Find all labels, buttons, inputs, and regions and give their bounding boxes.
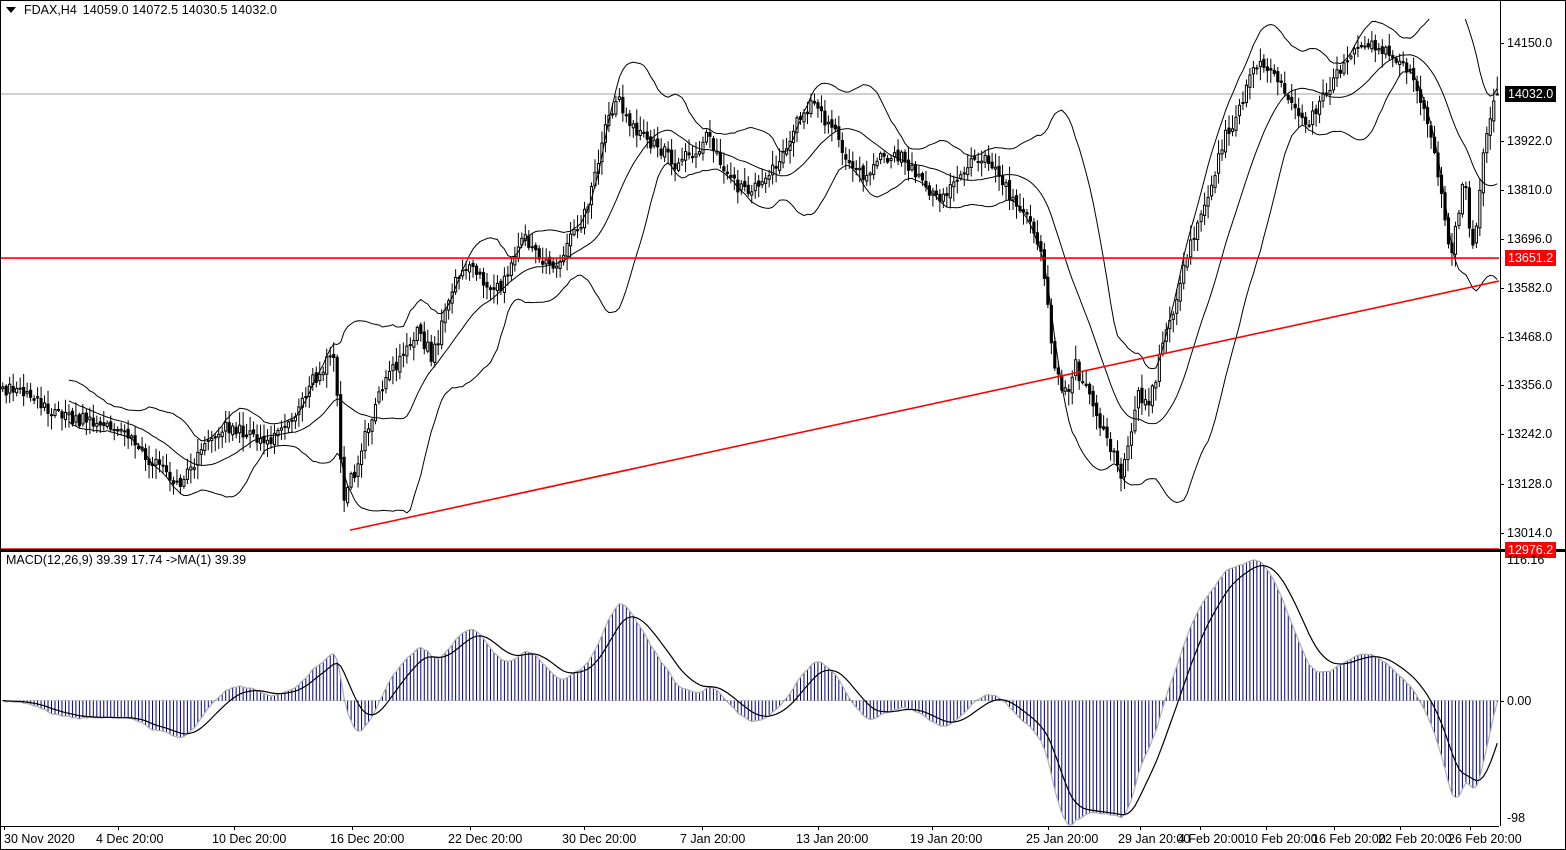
time-scale-label: 4 Dec 20:00 [96, 832, 164, 846]
time-scale-label: 10 Dec 20:00 [212, 832, 287, 846]
price-scale-tick [1500, 43, 1504, 45]
panel-divider [1, 549, 1565, 551]
price-scale-tick [1500, 483, 1504, 485]
price-scale-tick [1500, 385, 1504, 387]
price-scale-label: 13242.0 [1507, 427, 1553, 442]
macd-chart-canvas [1, 559, 1499, 826]
price-scale-label: 13356.0 [1507, 378, 1553, 393]
time-scale-label: 26 Feb 20:00 [1448, 832, 1522, 846]
ohlc-values: 14059.0 14072.5 14030.5 14032.0 [82, 3, 278, 17]
time-scale-label: 10 Feb 20:00 [1244, 832, 1318, 846]
current-price-tag: 14032.0 [1505, 85, 1557, 102]
time-scale-tick [1334, 826, 1335, 830]
time-scale-tick [584, 826, 585, 830]
macd-scale-tick [1500, 700, 1504, 702]
time-scale-tick [1400, 826, 1401, 830]
chart-header: FDAX,H4 14059.0 14072.5 14030.5 14032.0 [6, 2, 277, 18]
price-scale-tick [1500, 532, 1504, 534]
price-scale[interactable]: 14150.0 13922.0 13810.0 13696.0 13582.0 13468… [1500, 0, 1566, 826]
price-scale-label: 13922.0 [1507, 134, 1553, 149]
price-scale-axis [1500, 0, 1501, 826]
macd-indicator-label: MACD(12,26,9) 39.39 17.74 ->MA(1) 39.39 [6, 553, 247, 567]
price-chart-panel[interactable] [1, 19, 1499, 549]
time-scale-label: 29 Jan 20:00 [1118, 832, 1191, 846]
macd-scale-label-bottom: -98 [1507, 811, 1526, 825]
price-scale-label: 13696.0 [1507, 231, 1553, 246]
level-price-tag-2: 12976.2 [1505, 542, 1557, 558]
price-scale-label: 13582.0 [1507, 280, 1553, 295]
time-scale-label: 30 Nov 2020 [4, 832, 75, 846]
time-scale-tick [234, 826, 235, 830]
time-scale-label: 16 Feb 20:00 [1312, 832, 1386, 846]
price-scale-label: 13468.0 [1507, 330, 1553, 345]
price-scale-tick [1500, 189, 1504, 191]
time-scale-axis [1, 826, 1499, 827]
level-price-tag-1: 13651.2 [1505, 250, 1557, 267]
symbol-timeframe-label: FDAX,H4 [24, 3, 77, 17]
time-scale-label: 16 Dec 20:00 [330, 832, 405, 846]
macd-scale-label-zero: 0.00 [1507, 693, 1532, 708]
time-scale-tick [352, 826, 353, 830]
time-scale-tick [470, 826, 471, 830]
time-scale-tick [1140, 826, 1141, 830]
time-scale-label: 4 Feb 20:00 [1178, 832, 1245, 846]
time-scale-label: 22 Feb 20:00 [1378, 832, 1452, 846]
time-scale-label: 7 Jan 20:00 [680, 832, 746, 846]
time-scale-tick [1048, 826, 1049, 830]
macd-chart-panel[interactable] [1, 552, 1499, 826]
time-scale-tick [1266, 826, 1267, 830]
time-scale-label: 13 Jan 20:00 [796, 832, 869, 846]
price-scale-label: 14150.0 [1507, 36, 1553, 51]
time-scale-tick [702, 826, 703, 830]
triangle-down-icon[interactable] [6, 7, 16, 13]
price-scale-label: 13810.0 [1507, 182, 1553, 197]
macd-scale-label-top: 116.16 [1507, 553, 1545, 567]
price-chart-canvas [1, 19, 1499, 549]
price-scale-tick [1500, 238, 1504, 240]
time-scale-tick [818, 826, 819, 830]
price-scale-tick [1500, 141, 1504, 143]
time-scale-label: 22 Dec 20:00 [448, 832, 523, 846]
price-scale-label: 13014.0 [1507, 525, 1553, 540]
price-scale-tick [1500, 287, 1504, 289]
time-scale-label: 25 Jan 20:00 [1026, 832, 1099, 846]
price-scale-tick [1500, 434, 1504, 436]
time-scale-tick [1470, 826, 1471, 830]
price-scale-tick [1500, 337, 1504, 339]
price-scale-label: 13128.0 [1507, 476, 1553, 491]
time-scale-tick [932, 826, 933, 830]
time-scale-label: 19 Jan 20:00 [910, 832, 983, 846]
time-scale-tick [1200, 826, 1201, 830]
time-scale-tick [4, 826, 5, 830]
panel-divider-inner [1, 551, 1565, 552]
time-scale-label: 30 Dec 20:00 [562, 832, 637, 846]
time-scale-tick [118, 826, 119, 830]
